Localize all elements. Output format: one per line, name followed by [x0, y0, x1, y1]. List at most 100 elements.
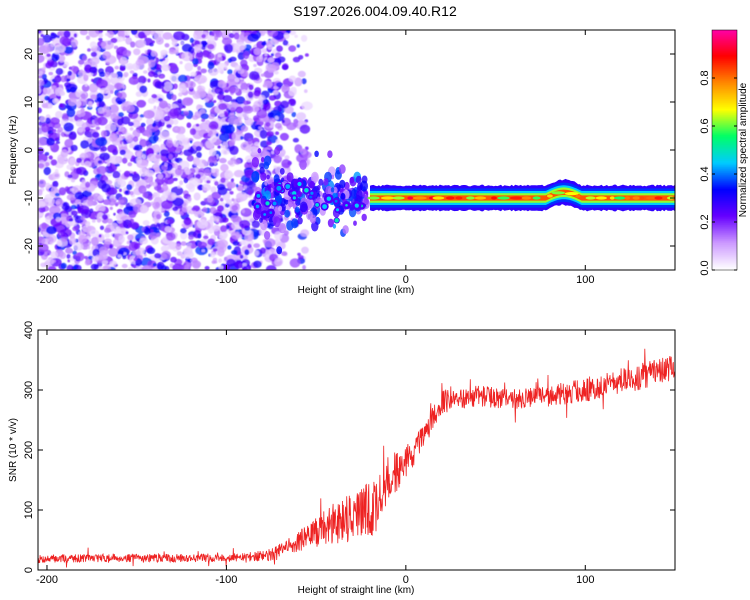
- colorbar-cell: [712, 148, 737, 151]
- spectrogram-noise-blob: [219, 197, 224, 202]
- spectrogram-noise-blob: [70, 210, 78, 216]
- spectrogram-noise-blob: [81, 179, 87, 184]
- spectrogram-noise-blob: [160, 149, 169, 157]
- spectrogram-noise-blob: [283, 32, 290, 40]
- spectrogram-noise-blob: [229, 56, 237, 62]
- spectrogram-noise-blob: [240, 31, 245, 36]
- spectrogram-noise-blob: [98, 33, 103, 38]
- colorbar-cell: [712, 74, 737, 77]
- chart-title: S197.2026.004.09.40.R12: [293, 3, 457, 19]
- spectrogram-noise-blob: [135, 59, 145, 66]
- carrier-peak-segment: [564, 192, 579, 196]
- spectrogram-noise-blob: [209, 31, 215, 37]
- colorbar-label: Normalized spectral amplitude: [738, 82, 749, 217]
- spectrogram-noise-blob: [207, 35, 215, 45]
- spectrogram-noise-blob: [243, 100, 250, 105]
- spectrogram-noise-blob: [208, 68, 219, 76]
- spectrogram-noise-blob: [164, 226, 172, 233]
- spectrogram-noise-blob: [296, 112, 307, 121]
- spectrogram-noise-blob: [240, 125, 249, 132]
- spectrogram-noise-blob: [40, 262, 47, 268]
- spectrogram-noise-blob: [297, 252, 301, 256]
- spectrogram-x-axis: -200 -100 0 100: [36, 30, 594, 286]
- spectrogram-noise-blob: [40, 33, 44, 38]
- x-tick-label: 0: [403, 274, 409, 286]
- spectrogram-noise-blob: [225, 124, 235, 134]
- spectrogram-noise-blob: [144, 169, 155, 177]
- spectrogram-noise-blob: [251, 104, 260, 113]
- spectrogram-noise-blob: [45, 258, 55, 265]
- spectrogram-transition-core: [272, 201, 277, 206]
- colorbar-cell: [712, 252, 737, 255]
- spectrogram-noise-blob: [279, 153, 285, 158]
- spectrogram-noise-blob: [129, 143, 134, 149]
- spectrogram-noise-blob: [113, 45, 119, 50]
- spectrogram-noise-blob: [201, 34, 206, 39]
- spectrogram-noise-blob: [138, 185, 147, 194]
- y-tick-label: -10: [23, 190, 35, 206]
- spectrogram-noise-blob: [57, 55, 66, 62]
- spectrogram-noise-blob: [243, 185, 247, 190]
- spectrogram-noise-blob: [177, 74, 188, 83]
- spectrogram-noise-blob: [57, 32, 62, 36]
- carrier-peak-segment: [551, 191, 565, 195]
- spectrogram-noise-blob: [209, 206, 217, 214]
- spectrogram-noise-blob: [59, 251, 67, 259]
- spectrogram-transition-blob: [273, 174, 280, 183]
- spectrogram-noise-blob: [133, 171, 137, 175]
- spectrogram-noise-blob: [171, 40, 178, 46]
- spectrogram-noise-blob: [229, 191, 234, 195]
- spectrogram-noise-blob: [228, 112, 235, 118]
- carrier-peak-segment: [509, 196, 524, 200]
- spectrogram-noise-blob: [66, 108, 76, 118]
- spectrogram-noise-blob: [73, 33, 78, 38]
- spectrogram-noise-blob: [50, 143, 60, 153]
- spectrogram-noise-blob: [217, 247, 225, 257]
- spectrogram-noise-blob: [125, 149, 131, 154]
- spectrogram-noise-blob: [128, 65, 133, 70]
- spectrogram-noise-blob: [297, 70, 306, 78]
- spectrogram-noise-blob: [186, 205, 193, 211]
- spectrogram-noise-blob: [45, 61, 53, 69]
- spectrogram-transition-blob: [311, 221, 319, 232]
- spectrogram-noise-blob: [176, 114, 185, 120]
- spectrogram-transition-blob: [278, 205, 283, 212]
- carrier-peak-segment: [639, 196, 645, 200]
- spectrogram-noise-blob: [100, 146, 107, 152]
- spectrogram-noise-blob: [195, 173, 201, 180]
- spectrogram-noise-blob: [128, 210, 137, 218]
- spectrogram-noise-blob: [169, 90, 173, 94]
- spectrogram-noise-blob: [117, 250, 124, 256]
- spectrogram-noise-blob: [59, 91, 66, 96]
- spectrogram-noise-blob: [115, 214, 121, 220]
- spectrogram-noise-blob: [102, 265, 111, 270]
- spectrogram-noise-blob: [136, 238, 140, 242]
- spectrogram-noise-blob: [153, 167, 161, 173]
- spectrogram-noise-blob: [235, 106, 244, 114]
- spectrogram-noise-blob: [224, 89, 229, 93]
- spectrogram-noise-blob: [233, 169, 244, 178]
- spectrogram-noise-blob: [210, 124, 217, 130]
- spectrogram-noise-blob: [221, 148, 230, 155]
- spectrogram-noise-blob: [96, 218, 102, 223]
- spectrogram-noise-blob: [113, 212, 116, 216]
- spectrogram-transition-blob: [251, 157, 260, 168]
- spectrogram-noise-blob: [253, 47, 261, 56]
- spectrogram-noise-blob: [267, 111, 274, 118]
- spectrogram-noise-blob: [39, 70, 43, 75]
- colorbar-cell: [712, 266, 737, 269]
- spectrogram-noise-blob: [286, 122, 297, 131]
- spectrogram-noise-blob: [156, 213, 161, 220]
- spectrogram-transition-blob: [316, 185, 321, 191]
- spectrogram-noise-blob: [38, 54, 45, 64]
- spectrogram-transition-blob: [355, 175, 362, 184]
- spectrogram-transition-blob: [297, 190, 302, 198]
- spectrogram-noise-blob: [136, 180, 143, 186]
- spectrogram-noise-blob: [201, 118, 206, 123]
- spectrogram-noise-blob: [248, 71, 260, 81]
- spectrogram-noise-cloud: [38, 30, 313, 270]
- spectrogram-noise-blob: [136, 99, 147, 108]
- spectrogram-noise-blob: [292, 56, 301, 63]
- colorbar-cell: [712, 108, 737, 111]
- spectrogram-noise-blob: [84, 255, 88, 260]
